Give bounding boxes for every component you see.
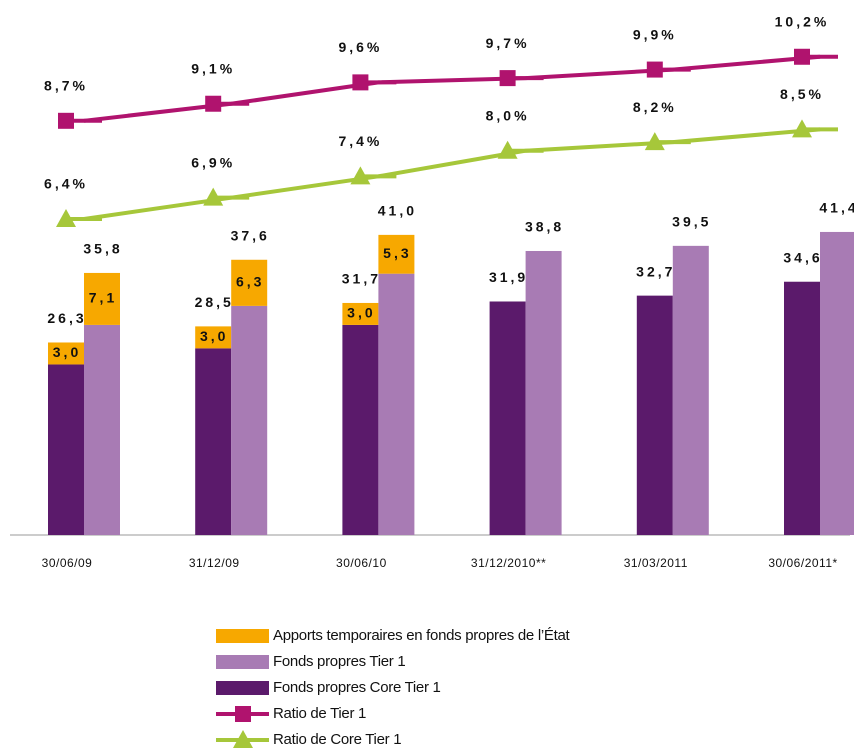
marker xyxy=(794,48,810,65)
total-label: 41,0 xyxy=(378,203,417,219)
total-label: 39,5 xyxy=(672,214,711,230)
value-label: 6,4% xyxy=(44,176,88,192)
bar-segment xyxy=(84,272,120,325)
marker xyxy=(497,140,518,159)
legend-label: Ratio de Core Tier 1 xyxy=(273,731,401,748)
total-label: 26,3 xyxy=(47,310,86,326)
x-tick-label: 30/06/09 xyxy=(42,556,93,570)
value-label: 8,0% xyxy=(486,107,530,123)
total-label: 38,8 xyxy=(525,219,564,235)
bar-segment xyxy=(378,234,415,274)
total-label: 41,4 xyxy=(819,200,854,216)
marker xyxy=(350,166,371,185)
marker xyxy=(646,61,663,78)
marker xyxy=(644,132,665,151)
bar-segment xyxy=(195,326,232,349)
total-label: 35,8 xyxy=(83,241,122,257)
marker xyxy=(499,70,516,87)
legend-marker xyxy=(233,730,253,748)
marker xyxy=(56,209,76,228)
bar xyxy=(672,245,709,536)
value-label: 9,9% xyxy=(633,26,677,42)
legend-marker xyxy=(235,706,251,722)
bar xyxy=(489,301,526,535)
value-label: 6,9% xyxy=(191,154,235,170)
marker xyxy=(352,74,369,91)
legend-label: Ratio de Tier 1 xyxy=(273,705,366,722)
legend-label: Fonds propres Tier 1 xyxy=(273,653,405,670)
total-label: 31,7 xyxy=(342,271,381,287)
total-label: 28,5 xyxy=(195,294,234,310)
x-tick-label: 30/06/10 xyxy=(336,556,387,570)
legend-label: Fonds propres Core Tier 1 xyxy=(273,679,441,696)
bar-segment xyxy=(231,259,268,306)
value-label: 10,2% xyxy=(775,13,830,29)
marker xyxy=(205,95,222,112)
total-label: 37,6 xyxy=(231,227,270,243)
value-label: 9,1% xyxy=(191,60,235,76)
x-tick-label: 30/06/2011* xyxy=(768,556,837,570)
segment-label: 3,0 xyxy=(53,344,81,360)
value-label: 7,4% xyxy=(338,133,382,149)
value-label: 9,6% xyxy=(338,39,382,55)
total-label: 31,9 xyxy=(489,269,528,285)
segment-label: 3,0 xyxy=(200,328,228,344)
x-tick-label: 31/12/2010** xyxy=(471,556,546,570)
legend-swatch xyxy=(216,681,269,695)
segment-label: 5,3 xyxy=(383,245,411,261)
total-label: 34,6 xyxy=(783,249,822,265)
value-label: 8,2% xyxy=(633,99,677,115)
total-label: 32,7 xyxy=(636,263,675,279)
legend-label: Apports temporaires en fonds propres de … xyxy=(273,627,570,644)
bar xyxy=(84,324,120,535)
marker xyxy=(58,112,74,129)
bar xyxy=(378,273,415,535)
bar xyxy=(342,324,379,535)
value-label: 9,7% xyxy=(486,35,530,51)
bar xyxy=(784,281,820,535)
marker xyxy=(792,119,812,138)
value-label: 8,5% xyxy=(780,86,824,102)
bar-segment xyxy=(342,302,379,325)
marker xyxy=(203,187,224,206)
segment-label: 7,1 xyxy=(89,290,117,306)
bar xyxy=(195,348,232,535)
bar xyxy=(820,231,854,535)
bar xyxy=(231,305,268,535)
legend-swatch xyxy=(216,655,269,669)
bar xyxy=(636,295,673,535)
x-tick-label: 31/12/09 xyxy=(189,556,240,570)
bar-segment xyxy=(48,342,84,365)
value-label: 8,7% xyxy=(44,78,88,94)
segment-label: 6,3 xyxy=(236,274,264,290)
bar xyxy=(48,364,84,535)
line xyxy=(83,127,821,221)
x-tick-label: 31/03/2011 xyxy=(624,556,688,570)
bar xyxy=(525,250,562,535)
legend-swatch xyxy=(216,629,269,643)
segment-label: 3,0 xyxy=(347,305,375,321)
